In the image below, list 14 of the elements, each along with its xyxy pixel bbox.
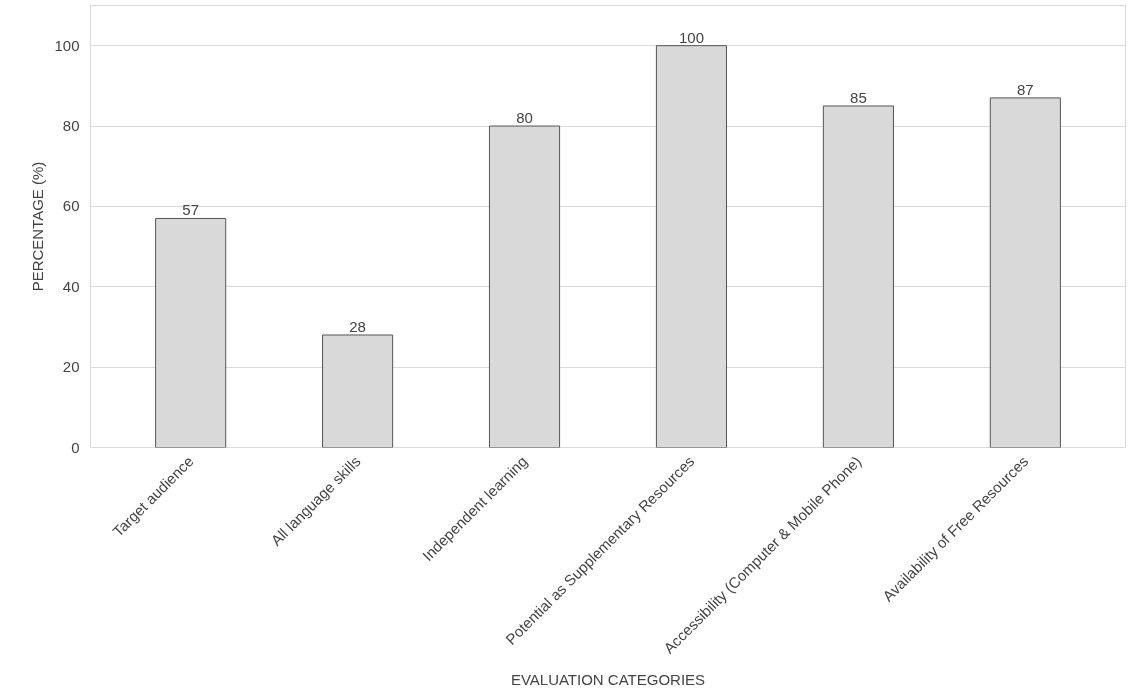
y-tick-label: 80 (62, 117, 80, 135)
data-label: 80 (516, 109, 533, 127)
y-axis-title: PERCENTAGE (%) (29, 161, 47, 292)
data-label: 100 (678, 28, 704, 46)
data-label: 85 (850, 88, 867, 106)
y-tick-label: 0 (71, 438, 80, 456)
x-axis-title: EVALUATION CATEGORIES (510, 670, 706, 688)
data-label: 28 (349, 317, 366, 335)
y-tick-label: 60 (62, 197, 80, 215)
y-tick-label: 40 (62, 277, 80, 295)
data-label: 57 (182, 201, 200, 219)
y-tick-label: 100 (54, 36, 80, 54)
y-tick-label: 20 (62, 358, 80, 376)
data-label: 87 (1017, 80, 1034, 98)
